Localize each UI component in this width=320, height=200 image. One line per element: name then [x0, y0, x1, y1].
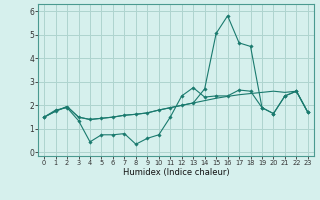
X-axis label: Humidex (Indice chaleur): Humidex (Indice chaleur)	[123, 168, 229, 177]
